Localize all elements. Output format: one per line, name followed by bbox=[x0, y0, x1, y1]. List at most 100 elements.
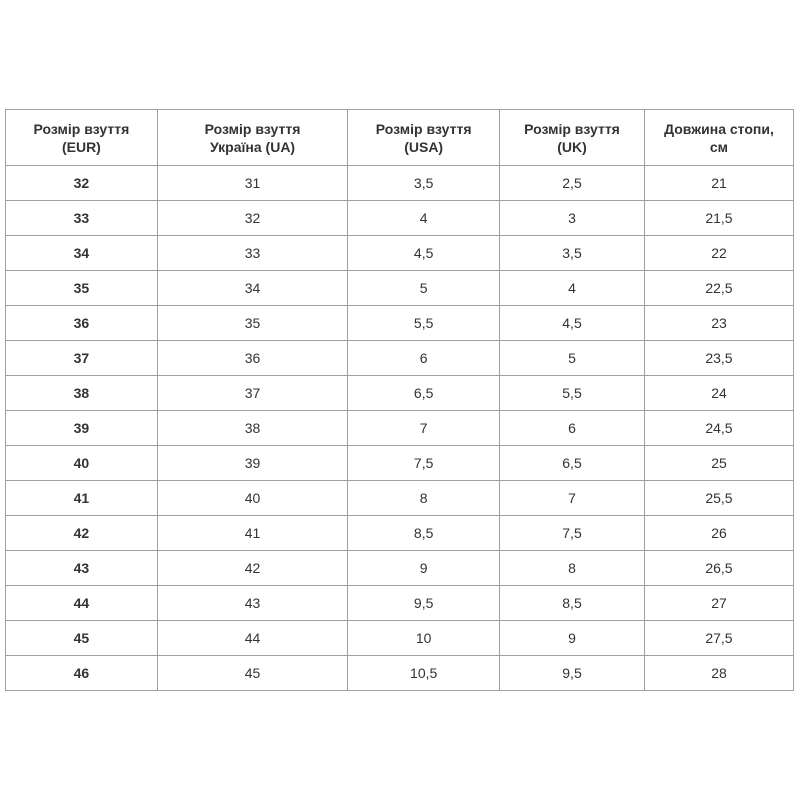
table-cell: 31 bbox=[156, 165, 349, 201]
table-cell: 44 bbox=[5, 585, 158, 621]
table-cell: 4,5 bbox=[347, 235, 501, 271]
table-cell: 25,5 bbox=[643, 480, 795, 516]
table-cell: 34 bbox=[5, 235, 158, 271]
table-cell: 9 bbox=[499, 620, 645, 656]
table-cell: 42 bbox=[5, 515, 158, 551]
header-line: (USA) bbox=[404, 138, 444, 155]
header-line: Довжина стопи, bbox=[664, 120, 774, 137]
table-cell: 33 bbox=[156, 235, 349, 271]
table-cell: 26 bbox=[643, 515, 795, 551]
table-row: 35 34 5 4 22,5 bbox=[5, 270, 795, 306]
table-cell: 35 bbox=[5, 270, 158, 306]
table-row: 37 36 6 5 23,5 bbox=[5, 340, 795, 376]
table-row: 44 43 9,5 8,5 27 bbox=[5, 585, 795, 621]
table-cell: 8 bbox=[347, 480, 501, 516]
table-row: 46 45 10,5 9,5 28 bbox=[5, 655, 795, 691]
table-cell: 5 bbox=[347, 270, 501, 306]
table-row: 45 44 10 9 27,5 bbox=[5, 620, 795, 656]
table-cell: 2,5 bbox=[499, 165, 645, 201]
table-cell: 8,5 bbox=[347, 515, 501, 551]
table-row: 39 38 7 6 24,5 bbox=[5, 410, 795, 446]
table-cell: 46 bbox=[5, 655, 158, 691]
shoe-size-table: Розмір взуття (EUR) Розмір взуття Україна (… bbox=[5, 109, 795, 691]
table-cell: 45 bbox=[156, 655, 349, 691]
header-line: Розмір взуття bbox=[204, 120, 301, 137]
table-cell: 7,5 bbox=[499, 515, 645, 551]
table-cell: 40 bbox=[5, 445, 158, 481]
table-row: 34 33 4,5 3,5 22 bbox=[5, 235, 795, 271]
table-row: 33 32 4 3 21,5 bbox=[5, 200, 795, 236]
table-cell: 8,5 bbox=[499, 585, 645, 621]
table-cell: 6,5 bbox=[347, 375, 501, 411]
table-cell: 36 bbox=[5, 305, 158, 341]
table-cell: 35 bbox=[156, 305, 349, 341]
table-cell: 23,5 bbox=[643, 340, 795, 376]
table-row: 43 42 9 8 26,5 bbox=[5, 550, 795, 586]
table-cell: 6 bbox=[347, 340, 501, 376]
table-cell: 41 bbox=[5, 480, 158, 516]
table-cell: 4 bbox=[347, 200, 501, 236]
header-line: (UK) bbox=[557, 138, 587, 155]
table-cell: 40 bbox=[156, 480, 349, 516]
header-line: см bbox=[709, 138, 729, 155]
header-line: Розмір взуття bbox=[524, 120, 620, 137]
table-cell: 24,5 bbox=[643, 410, 795, 446]
header-line: (EUR) bbox=[61, 138, 101, 155]
table-cell: 44 bbox=[156, 620, 349, 656]
table-cell: 10 bbox=[347, 620, 501, 656]
table-cell: 25 bbox=[643, 445, 795, 481]
table-cell: 33 bbox=[5, 200, 158, 236]
table-cell: 5 bbox=[499, 340, 645, 376]
table-cell: 43 bbox=[156, 585, 349, 621]
table-cell: 26,5 bbox=[643, 550, 795, 586]
header-line: Україна (UA) bbox=[209, 138, 296, 155]
table-cell: 23 bbox=[643, 305, 795, 341]
table-cell: 39 bbox=[156, 445, 349, 481]
table-cell: 22,5 bbox=[643, 270, 795, 306]
table-cell: 39 bbox=[5, 410, 158, 446]
table-cell: 4,5 bbox=[499, 305, 645, 341]
table-cell: 24 bbox=[643, 375, 795, 411]
table-cell: 5,5 bbox=[347, 305, 501, 341]
table-cell: 7 bbox=[347, 410, 501, 446]
table-cell: 3,5 bbox=[347, 165, 501, 201]
header-line: Розмір взуття bbox=[33, 120, 130, 137]
column-header: Розмір взуття (EUR) bbox=[5, 109, 158, 166]
table-cell: 6 bbox=[499, 410, 645, 446]
table-cell: 3,5 bbox=[499, 235, 645, 271]
table-cell: 36 bbox=[156, 340, 349, 376]
table-cell: 27 bbox=[643, 585, 795, 621]
table-cell: 37 bbox=[156, 375, 349, 411]
table-cell: 9,5 bbox=[499, 655, 645, 691]
table-cell: 32 bbox=[156, 200, 349, 236]
column-header: Розмір взуття (UK) bbox=[499, 109, 645, 166]
column-header: Розмір взуття (USA) bbox=[347, 109, 501, 166]
table-cell: 38 bbox=[156, 410, 349, 446]
table-cell: 21 bbox=[643, 165, 795, 201]
table-cell: 7,5 bbox=[347, 445, 501, 481]
table-cell: 8 bbox=[499, 550, 645, 586]
table-cell: 6,5 bbox=[499, 445, 645, 481]
table-row: 32 31 3,5 2,5 21 bbox=[5, 165, 795, 201]
table-row: 41 40 8 7 25,5 bbox=[5, 480, 795, 516]
column-header: Довжина стопи, см bbox=[643, 109, 795, 166]
table-row: 36 35 5,5 4,5 23 bbox=[5, 305, 795, 341]
table-cell: 10,5 bbox=[347, 655, 501, 691]
table-row: 42 41 8,5 7,5 26 bbox=[5, 515, 795, 551]
table-cell: 5,5 bbox=[499, 375, 645, 411]
column-header: Розмір взуття Україна (UA) bbox=[156, 109, 349, 166]
header-row: Розмір взуття (EUR) Розмір взуття Україна (… bbox=[5, 109, 795, 166]
table-cell: 9 bbox=[347, 550, 501, 586]
table-cell: 28 bbox=[643, 655, 795, 691]
table-cell: 34 bbox=[156, 270, 349, 306]
table-cell: 9,5 bbox=[347, 585, 501, 621]
table-cell: 4 bbox=[499, 270, 645, 306]
table-row: 38 37 6,5 5,5 24 bbox=[5, 375, 795, 411]
table-cell: 37 bbox=[5, 340, 158, 376]
table-cell: 27,5 bbox=[643, 620, 795, 656]
table-cell: 22 bbox=[643, 235, 795, 271]
table-cell: 21,5 bbox=[643, 200, 795, 236]
table-cell: 43 bbox=[5, 550, 158, 586]
table-cell: 41 bbox=[156, 515, 349, 551]
table-cell: 42 bbox=[156, 550, 349, 586]
